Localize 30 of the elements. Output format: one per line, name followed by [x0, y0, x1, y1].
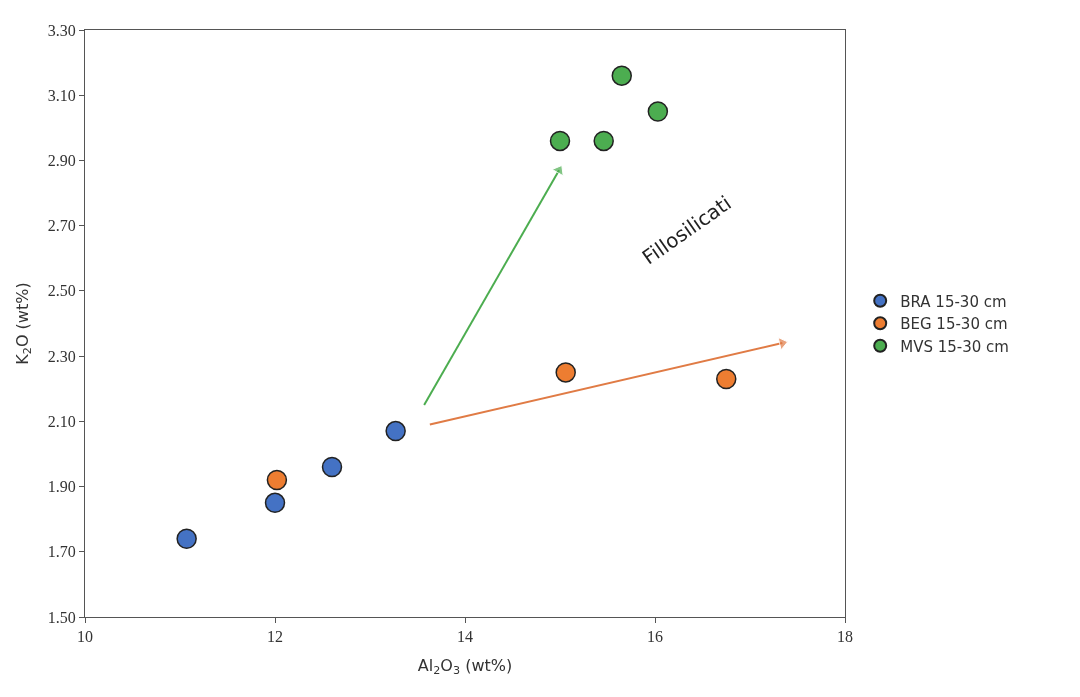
- x-tick-label: 14: [457, 628, 473, 646]
- y-tick-label: 1.70: [47, 543, 76, 561]
- legend-label: MVS 15-30 cm: [900, 337, 1009, 356]
- point: [264, 492, 286, 514]
- y-tick-label: 2.70: [47, 217, 76, 235]
- y-tick-label: 2.50: [47, 282, 76, 300]
- y-tick-label: 3.10: [47, 86, 76, 104]
- point: [549, 130, 571, 152]
- y-tick-label: 2.30: [47, 347, 76, 365]
- point: [321, 456, 343, 478]
- y-tick-label: 2.90: [47, 152, 76, 170]
- point: [647, 101, 669, 122]
- legend-label: BEG 15-30 cm: [900, 315, 1008, 334]
- point: [266, 469, 288, 491]
- point: [593, 130, 614, 152]
- point: [555, 362, 576, 383]
- x-tick-label: 16: [647, 628, 663, 646]
- y-tick-label: 1.90: [47, 478, 76, 496]
- x-axis-title: Al$_{2}$O$_{3}$ (wt%): [417, 655, 513, 678]
- y-tick-label: 3.30: [47, 21, 76, 39]
- x-tick-label: 12: [267, 628, 283, 646]
- y-tick-label: 2.10: [47, 412, 76, 430]
- x-tick-label: 18: [837, 628, 853, 646]
- point: [611, 65, 632, 86]
- y-tick-label: 1.50: [47, 608, 76, 626]
- point: [385, 420, 406, 442]
- point: [716, 368, 737, 390]
- legend-label: BRA 15-30 cm: [900, 292, 1007, 311]
- x-tick-label: 10: [77, 628, 93, 646]
- point: [176, 528, 197, 549]
